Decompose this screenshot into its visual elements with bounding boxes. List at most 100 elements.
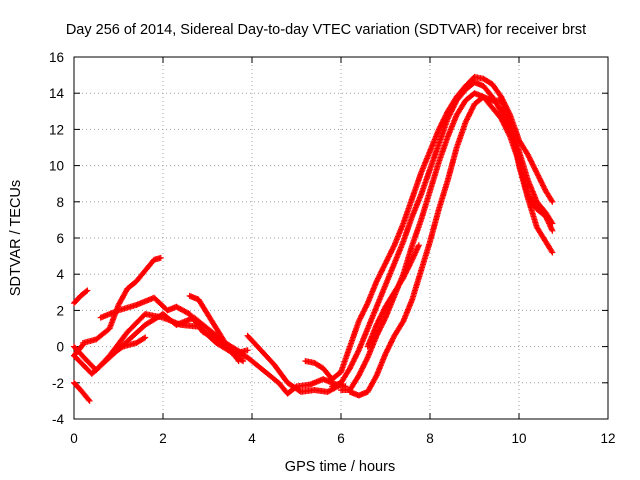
data-point: [142, 267, 149, 274]
data-point: [306, 381, 313, 388]
data-point: [364, 300, 371, 307]
data-point: [373, 332, 380, 339]
data-point: [373, 372, 380, 379]
data-point: [346, 388, 353, 395]
data-point: [453, 97, 460, 104]
data-point: [71, 352, 77, 359]
data-point: [164, 307, 171, 314]
data-point: [213, 339, 220, 346]
axis-ticks: [73, 56, 609, 420]
data-point: [391, 242, 398, 249]
data-point: [133, 278, 140, 285]
chart-title: Day 256 of 2014, Sidereal Day-to-day VTE…: [66, 22, 586, 38]
data-point: [355, 372, 362, 379]
data-point: [382, 282, 389, 289]
data-point: [549, 198, 556, 205]
data-point: [222, 339, 229, 346]
data-point: [204, 311, 211, 318]
data-point: [93, 336, 100, 343]
data-point: [364, 354, 371, 361]
y-tick-label: 0: [56, 340, 64, 355]
data-point: [200, 329, 207, 336]
data-point: [382, 303, 389, 310]
data-point: [391, 289, 398, 296]
data-point: [186, 292, 193, 299]
data-point: [533, 198, 540, 205]
data-point: [213, 325, 220, 332]
data-point: [427, 238, 433, 245]
data-point: [409, 296, 416, 303]
data-point: [284, 379, 291, 386]
data-point: [195, 296, 202, 303]
data-point: [524, 151, 531, 158]
series-track-15: [346, 93, 556, 399]
data-point: [435, 158, 442, 165]
data-point: [71, 379, 77, 386]
data-point: [453, 144, 460, 151]
data-point: [400, 220, 407, 227]
data-point: [427, 148, 433, 155]
data-point: [240, 358, 247, 365]
data-point: [142, 321, 149, 328]
x-tick-label: 8: [426, 431, 434, 446]
y-tick-label: 4: [56, 267, 64, 282]
data-point: [462, 97, 469, 104]
data-point: [409, 256, 416, 263]
y-tick-label: 14: [49, 86, 65, 101]
data-point: [297, 388, 304, 395]
data-point: [151, 256, 158, 263]
data-point: [338, 368, 344, 375]
data-point: [124, 329, 131, 336]
y-tick-labels: -4 -2 0 2 4 6 8 10 12 14 16: [49, 50, 65, 427]
y-tick-label: -4: [52, 412, 64, 427]
data-point: [435, 206, 442, 213]
data-point: [355, 392, 362, 399]
data-point: [173, 303, 180, 310]
data-point: [213, 334, 220, 341]
data-point: [106, 352, 113, 359]
data-point: [453, 111, 460, 118]
data-point: [533, 169, 540, 176]
data-point: [364, 325, 371, 332]
data-point: [409, 242, 416, 249]
series-track-16: [364, 242, 422, 350]
x-tick-label: 4: [248, 431, 256, 446]
data-point: [533, 224, 540, 231]
series-track-2: [71, 379, 93, 404]
data-point: [444, 115, 451, 122]
data-point: [471, 101, 478, 108]
data-point: [542, 213, 549, 220]
data-point: [415, 242, 422, 249]
y-tick-label: 16: [49, 50, 64, 65]
series-trail: [107, 335, 147, 358]
data-point: [382, 260, 389, 267]
data-point: [84, 358, 91, 365]
y-tick-label: 10: [49, 159, 64, 174]
x-tick-label: 10: [511, 431, 526, 446]
data-point: [320, 376, 327, 383]
grid-lines: [74, 57, 608, 419]
y-tick-label: 2: [56, 303, 64, 318]
x-tick-label: 12: [600, 431, 615, 446]
data-point: [471, 73, 478, 80]
data-point: [86, 397, 93, 404]
data-point: [480, 75, 487, 82]
data-point: [142, 311, 149, 318]
data-point: [489, 104, 496, 111]
y-tick-label: 6: [56, 231, 64, 246]
data-point: [115, 307, 122, 314]
data-point: [97, 314, 104, 321]
data-point: [498, 97, 505, 104]
series-track-1: [71, 287, 91, 307]
data-point: [409, 195, 416, 202]
data-point: [115, 301, 122, 308]
y-tick-label: 12: [49, 122, 64, 137]
data-point: [71, 300, 77, 307]
data-point: [329, 376, 336, 383]
data-point: [391, 260, 398, 267]
data-series: [71, 73, 556, 404]
data-point: [84, 287, 91, 294]
data-point: [257, 347, 264, 354]
data-point: [244, 332, 251, 339]
data-point: [498, 108, 505, 115]
